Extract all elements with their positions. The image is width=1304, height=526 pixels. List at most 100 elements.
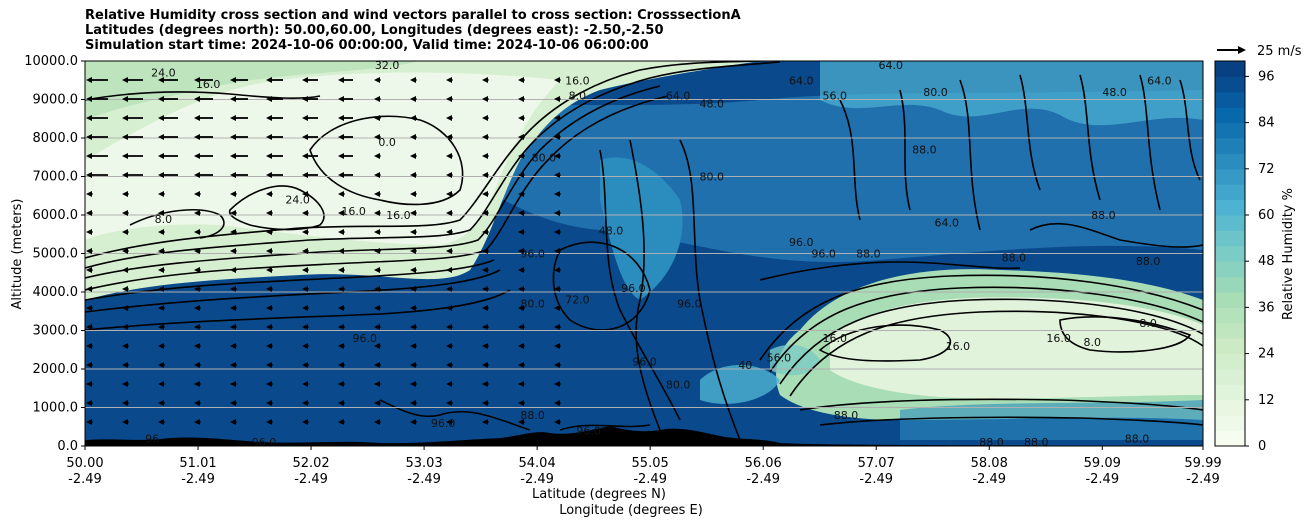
wind-vector-head (86, 400, 92, 406)
wind-vector-head (158, 286, 164, 292)
colorbar-tick-label: 84 (1258, 116, 1275, 131)
wind-vector-head (338, 96, 344, 102)
wind-vector-head (266, 267, 272, 273)
wind-vector-head (122, 305, 128, 311)
wind-vector-head (122, 191, 128, 197)
wind-vector-head (122, 343, 128, 349)
colorbar-step (1215, 168, 1245, 185)
colorbar-tick-label: 60 (1258, 208, 1275, 223)
wind-vectors (86, 77, 561, 425)
contour-label: 16.0 (196, 78, 221, 91)
wind-vector-head (302, 267, 308, 273)
contour-label: 0.0 (378, 136, 396, 149)
contour-line (1029, 222, 1203, 248)
wind-key-arrow-head (1238, 46, 1246, 54)
contour-line (839, 99, 861, 221)
wind-vector-head (194, 96, 200, 102)
chart-title: Relative Humidity cross section and wind… (85, 8, 741, 53)
wind-vector-head (518, 210, 524, 216)
wind-vector-head (410, 324, 416, 330)
wind-vector-head (374, 305, 380, 311)
wind-vector-head (230, 286, 236, 292)
wind-vector-head (86, 248, 92, 254)
wind-vector-head (158, 115, 164, 121)
wind-vector-head (158, 400, 164, 406)
wind-vector-head (446, 248, 452, 254)
wind-vector-head (194, 248, 200, 254)
contour-lines (85, 61, 1203, 441)
wind-vector-head (194, 191, 200, 197)
contour-line (629, 139, 661, 431)
terrain (85, 426, 1203, 446)
wind-vector-head (194, 400, 200, 406)
wind-vector-head (194, 286, 200, 292)
wind-vector-head (446, 153, 452, 159)
wind-vector-head (338, 381, 344, 387)
wind-vector-head (86, 153, 92, 159)
contour-label: 88.0 (979, 436, 1004, 449)
colorbar-step (1215, 276, 1245, 293)
x-tick-label-latitude: 53.03 (405, 456, 442, 471)
wind-vector-head (266, 134, 272, 140)
wind-vector-head (302, 286, 308, 292)
wind-vector-head (410, 153, 416, 159)
wind-vector-head (194, 77, 200, 83)
contour-label: 88.0 (1002, 251, 1027, 264)
contour-line (789, 310, 1203, 397)
wind-vector-head (302, 153, 308, 159)
colorbar-step (1215, 353, 1245, 370)
wind-vector-head (446, 267, 452, 273)
wind-vector-head (482, 172, 488, 178)
contour-label: 8.0 (1083, 336, 1101, 349)
wind-vector-head (158, 305, 164, 311)
wind-vector-head (194, 172, 200, 178)
wind-vector-head (86, 77, 92, 83)
contour-line (85, 61, 761, 259)
contour-line (759, 274, 1203, 361)
colorbar-step (1215, 153, 1245, 170)
contour-label: 80.0 (699, 171, 724, 184)
contour-label: 88.0 (1136, 255, 1161, 268)
humidity-fill-streaks-upper-right (820, 61, 1203, 126)
wind-vector-head (266, 172, 272, 178)
contour-line (85, 61, 781, 269)
wind-vector-head (230, 115, 236, 121)
x-tick-label-latitude: 55.05 (632, 456, 669, 471)
wind-vector-head (86, 172, 92, 178)
wind-vector-head (302, 96, 308, 102)
wind-vector-head (482, 210, 488, 216)
wind-vector-head (194, 381, 200, 387)
wind-vector-head (338, 229, 344, 235)
colorbar-step (1215, 338, 1245, 355)
y-tick-label: 0.0 (57, 439, 78, 454)
contour-label: 56.0 (767, 351, 792, 364)
wind-vector-head (482, 305, 488, 311)
wind-vector-head (554, 115, 560, 121)
wind-vector-head (122, 248, 128, 254)
wind-key-label: 25 m/s (1257, 44, 1302, 59)
wind-vector-head (266, 305, 272, 311)
wind-vector-head (158, 248, 164, 254)
wind-vector-head (266, 400, 272, 406)
contour-label: 24.0 (151, 67, 176, 80)
x-tick-label-latitude: 50.00 (66, 456, 103, 471)
wind-vector-head (86, 362, 92, 368)
wind-vector-head (338, 153, 344, 159)
contour-label: 24.0 (285, 194, 310, 207)
contour-line (1139, 74, 1161, 211)
wind-vector-head (554, 267, 560, 273)
wind-vector-head (518, 191, 524, 197)
wind-vector-head (266, 229, 272, 235)
wind-vector-head (374, 134, 380, 140)
wind-vector-head (122, 134, 128, 140)
x-tick-label-longitude: -2.49 (1186, 472, 1220, 487)
wind-vector-head (266, 324, 272, 330)
wind-vector-head (158, 343, 164, 349)
wind-vector-head (194, 229, 200, 235)
wind-vector-head (554, 229, 560, 235)
contour-label: 8.0 (155, 213, 173, 226)
contour-line (85, 269, 501, 313)
wind-vector-head (410, 191, 416, 197)
x-axis: 50.00-2.4951.01-2.4952.02-2.4953.03-2.49… (66, 446, 1222, 487)
wind-vector-head (158, 153, 164, 159)
